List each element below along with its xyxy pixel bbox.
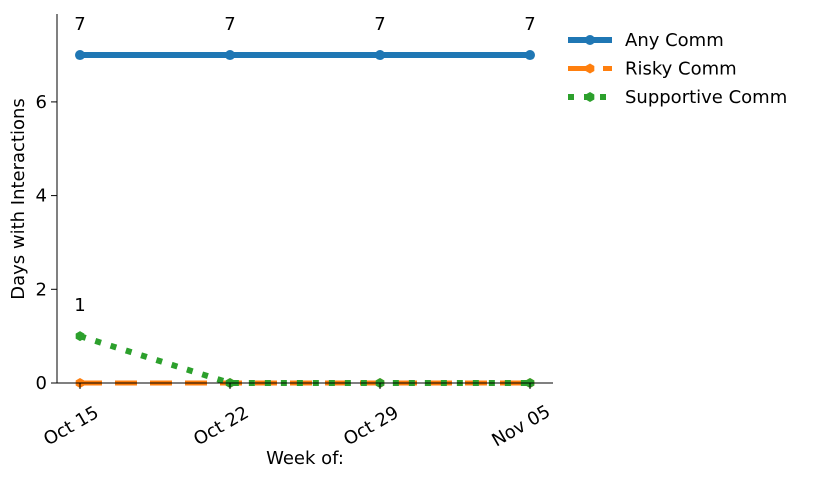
data-point (525, 50, 535, 61)
x-tick-label: Nov 05 (488, 401, 554, 451)
legend-label: Any Comm (625, 30, 724, 51)
x-tick-label: Oct 29 (340, 402, 402, 450)
series-any-comm (75, 50, 535, 61)
legend-marker (585, 92, 595, 102)
data-label: 7 (74, 14, 85, 35)
x-ticks: Oct 15 Oct 22 Oct 29 Nov 05 (40, 383, 554, 451)
data-point (75, 50, 85, 61)
data-point (375, 50, 385, 61)
plot-area (75, 50, 535, 388)
series-supportive-comm (75, 331, 535, 388)
data-label: 7 (224, 14, 235, 35)
data-point (75, 331, 85, 342)
y-ticks: 0 2 4 6 (36, 92, 57, 394)
x-tick-label: Oct 22 (190, 402, 252, 450)
y-tick-label: 0 (36, 373, 47, 394)
legend-item-supportive-comm: Supportive Comm (568, 87, 787, 108)
data-point (225, 50, 235, 61)
y-axis-label: Days with Interactions (8, 98, 29, 300)
x-axis-label: Week of: (266, 448, 344, 469)
legend-item-any-comm: Any Comm (568, 30, 724, 51)
axes (56, 14, 553, 384)
data-label: 7 (524, 14, 535, 35)
data-label: 7 (374, 14, 385, 35)
data-label: 1 (74, 295, 85, 316)
y-tick-label: 6 (36, 92, 47, 113)
legend-label: Risky Comm (625, 59, 737, 80)
y-tick-label: 2 (36, 279, 47, 300)
data-labels: 7 7 7 7 1 (74, 14, 535, 316)
legend: Any Comm Risky Comm Supportive Comm (568, 30, 787, 108)
legend-item-risky-comm: Risky Comm (568, 59, 737, 80)
legend-marker (585, 63, 595, 74)
x-tick-label: Oct 15 (40, 402, 102, 450)
legend-marker (585, 35, 595, 45)
series-line (79, 333, 530, 386)
y-tick-label: 4 (36, 186, 47, 207)
legend-label: Supportive Comm (625, 87, 787, 108)
